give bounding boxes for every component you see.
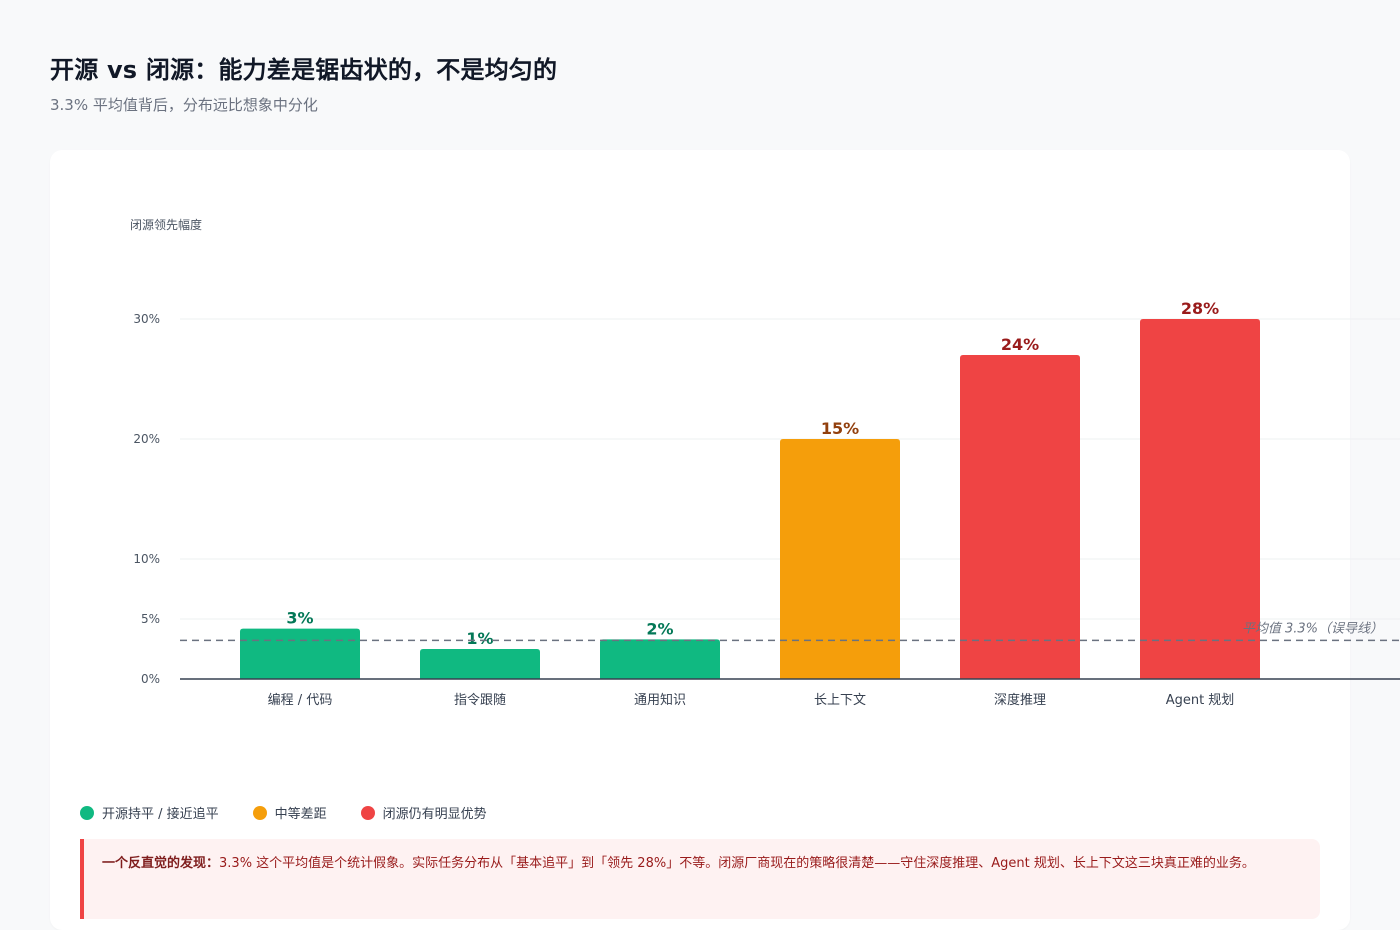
bar-value-label: 15%: [821, 419, 859, 438]
bar-value-label: 24%: [1001, 335, 1039, 354]
chart-legend: 开源持平 / 接近追平 中等差距 闭源仍有明显优势: [80, 803, 487, 822]
x-tick-label: 通用知识: [634, 692, 686, 708]
legend-label: 开源持平 / 接近追平: [102, 807, 219, 822]
page-subtitle: 3.3% 平均值背后，分布远比想象中分化: [50, 96, 318, 114]
bar-0: [240, 628, 360, 679]
average-line-label: 平均值 3.3%（误导线）: [1242, 620, 1383, 636]
bar-value-label: 2%: [646, 619, 673, 638]
y-tick-label: 5%: [141, 612, 160, 626]
legend-dot-advantage-icon: [360, 805, 375, 820]
legend-dot-parity-icon: [80, 805, 94, 820]
legend-label: 中等差距: [274, 807, 327, 822]
x-tick-label: 深度推理: [994, 692, 1046, 708]
legend-item-advantage: 闭源仍有明显优势: [360, 803, 487, 822]
y-tick-label: 20%: [133, 432, 160, 446]
legend-dot-medium-icon: [252, 805, 267, 820]
x-tick-label: 长上下文: [814, 693, 866, 708]
y-tick-label: 0%: [141, 672, 160, 686]
bar-chart: 闭源领先幅度 0% 5% 10% 20% 30% 3% 编程 / 代码 1% 指令跟随 2% 通用知识…: [130, 217, 1400, 708]
bar-1: [420, 649, 540, 679]
x-tick-label: 指令跟随: [454, 693, 506, 708]
bar-5: [1140, 319, 1260, 679]
bar-value-label: 28%: [1181, 299, 1219, 318]
bar-3: [780, 439, 900, 679]
x-tick-label: 编程 / 代码: [268, 693, 333, 708]
chart-card: [50, 150, 1350, 930]
y-axis-title: 闭源领先幅度: [130, 217, 202, 232]
bar-value-label: 3%: [286, 609, 313, 628]
legend-label: 闭源仍有明显优势: [382, 807, 487, 822]
y-tick-label: 30%: [133, 312, 160, 326]
callout-body: 3.3% 这个平均值是个统计假象。实际任务分布从「基本追平」到「领先 28%」不…: [219, 856, 1255, 871]
y-tick-label: 10%: [133, 552, 160, 566]
x-tick-label: Agent 规划: [1166, 693, 1235, 708]
bar-2: [600, 639, 720, 679]
callout-lead: 一个反直觉的发现：: [102, 856, 220, 871]
page-title: 开源 vs 闭源：能力差是锯齿状的，不是均匀的: [50, 56, 558, 84]
insight-callout: 一个反直觉的发现：3.3% 这个平均值是个统计假象。实际任务分布从「基本追平」到…: [80, 839, 1320, 919]
bar-value-label: 1%: [466, 629, 493, 648]
legend-item-parity: 开源持平 / 接近追平: [80, 803, 219, 822]
legend-item-medium: 中等差距: [252, 803, 327, 822]
bar-4: [960, 355, 1080, 679]
